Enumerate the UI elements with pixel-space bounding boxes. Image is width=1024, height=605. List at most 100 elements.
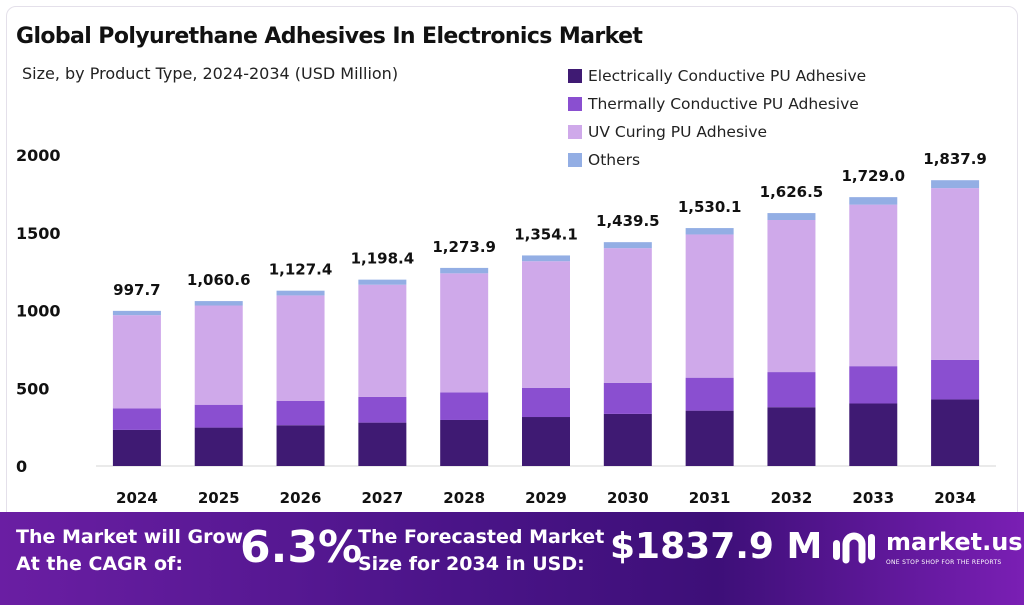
bar-segment-1 [194,427,243,466]
legend-item-uv-curing: UV Curing PU Adhesive [568,118,866,146]
forecast-label-line1: The Forecasted Market [358,526,605,548]
forecast-label: The Forecasted Market Size for 2034 in U… [358,524,604,578]
bar-segment-1 [112,429,161,466]
bar-segment-1 [931,399,980,466]
legend-label: Thermally Conductive PU Adhesive [588,95,859,113]
bar-segment-4 [358,279,407,285]
bar-segment-2 [931,359,980,400]
legend-item-electrically-conductive: Electrically Conductive PU Adhesive [568,62,866,90]
x-tick-label: 2024 [116,489,158,507]
chart-title: Global Polyurethane Adhesives In Electro… [16,24,643,49]
legend-label: UV Curing PU Adhesive [588,123,768,141]
bar-segment-1 [767,407,816,466]
bar-total-label: 1,198.4 [351,250,415,268]
bar-segment-4 [603,242,652,249]
x-tick-label: 2032 [771,489,813,507]
bar-segment-1 [849,403,898,466]
bar-segment-2 [194,404,243,428]
bar-segment-1 [685,410,734,466]
bar-segment-3 [112,315,161,409]
y-tick-label: 1000 [16,302,61,321]
bar-total-label: 1,127.4 [269,261,333,279]
x-tick-label: 2033 [852,489,894,507]
cagr-value: 6.3% [240,522,363,573]
x-tick-label: 2027 [361,489,403,507]
y-tick-label: 0 [16,457,27,476]
bar-total-label: 1,439.5 [596,212,660,230]
bar-total-label: 1,530.1 [678,198,742,216]
bar-segment-3 [522,261,570,388]
bar-total-label: 1,060.6 [187,271,251,289]
legend-swatch [568,69,582,83]
bar-segment-4 [276,290,325,296]
x-tick-label: 2026 [280,489,322,507]
bar-total-label: 1,354.1 [514,225,578,243]
bar-segment-4 [931,180,980,189]
bar-segment-1 [440,419,489,466]
x-tick-label: 2025 [198,489,240,507]
brand-name: market.us [886,528,1023,556]
bar-total-label: 1,273.9 [432,238,496,256]
legend-swatch [568,97,582,111]
bar-segment-4 [194,301,243,306]
bar-segment-4 [440,267,489,274]
bar-segment-2 [849,366,898,404]
legend-item-thermally-conductive: Thermally Conductive PU Adhesive [568,90,866,118]
bar-segment-1 [358,422,407,466]
bar-segment-3 [603,248,652,383]
legend: Electrically Conductive PU Adhesive Ther… [568,62,866,174]
bar-segment-1 [603,413,652,466]
legend-label: Others [588,151,641,169]
chart-subtitle: Size, by Product Type, 2024-2034 (USD Mi… [22,64,399,83]
bar-total-label: 1,626.5 [760,183,824,201]
bar-segment-1 [276,425,325,466]
legend-swatch [568,125,582,139]
bar-segment-3 [358,284,407,397]
bar-segment-3 [194,305,243,405]
bar-total-label: 997.7 [113,281,160,299]
legend-label: Electrically Conductive PU Adhesive [588,67,867,85]
x-tick-label: 2034 [934,489,976,507]
cagr-label-line2: At the CAGR of: [16,553,183,575]
bar-segment-3 [931,188,980,360]
x-tick-label: 2031 [689,489,731,507]
y-tick-label: 2000 [16,146,61,165]
forecast-label-line2: Size for 2034 in USD: [358,553,585,575]
bar-segment-3 [767,219,816,373]
legend-item-others: Others [568,146,866,174]
bar-segment-4 [112,310,161,316]
bar-segment-2 [440,392,489,420]
x-tick-label: 2029 [525,489,567,507]
bar-total-label: 1,729.0 [841,167,905,185]
bar-segment-2 [522,387,570,418]
stacked-bar-chart: 0 500 1000 1500 2000 997.7 2024 1,060.6 2025 1,12… [16,146,996,507]
bar-segment-3 [849,204,898,367]
summary-banner: The Market will Grow At the CAGR of: 6.3… [0,512,1024,605]
bar-segment-2 [358,396,407,423]
x-tick-label: 2028 [443,489,485,507]
brand-tagline: ONE STOP SHOP FOR THE REPORTS [886,559,1002,566]
y-tick-label: 1500 [16,224,61,243]
bar-total-label: 1,837.9 [923,150,987,168]
bar-segment-2 [276,401,325,426]
market-us-logo-icon [833,532,875,564]
cagr-label-line1: The Market will Grow [16,526,244,548]
bar-segment-3 [440,273,489,393]
bar-segment-2 [767,372,816,408]
bar-segment-2 [685,377,734,411]
bar-segment-4 [849,197,898,205]
bar-segment-4 [685,228,734,235]
bar-segment-3 [276,295,325,402]
x-tick-label: 2030 [607,489,649,507]
bar-segment-4 [522,255,570,262]
brand-logo[interactable]: market.us ONE STOP SHOP FOR THE REPORTS [830,526,1023,576]
bar-segment-1 [522,417,570,466]
bar-segment-4 [767,213,816,220]
legend-swatch [568,153,582,167]
cagr-label: The Market will Grow At the CAGR of: [16,524,243,578]
bar-segment-3 [685,234,734,378]
bar-segment-2 [603,382,652,414]
bar-segment-2 [112,408,161,430]
forecast-value: $1837.9 M [610,526,823,567]
y-tick-label: 500 [16,379,49,398]
